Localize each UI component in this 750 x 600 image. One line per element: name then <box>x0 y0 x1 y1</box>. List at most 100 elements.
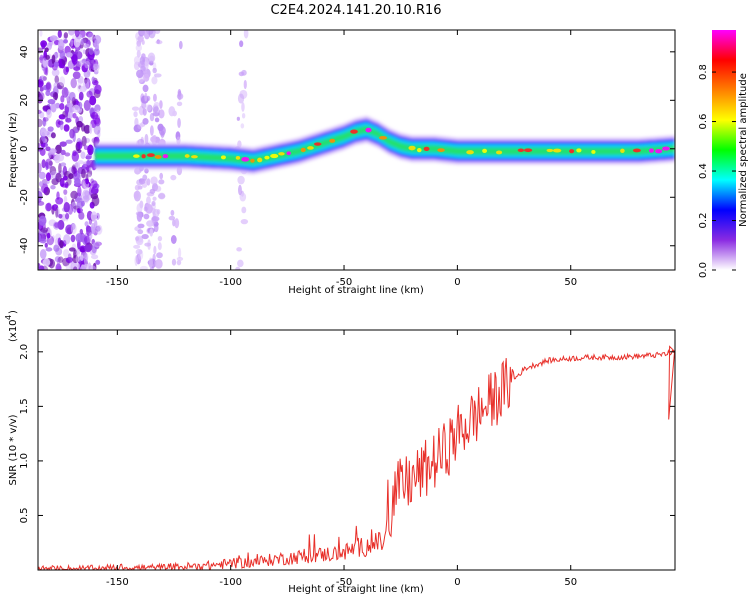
noise-blob <box>241 102 245 112</box>
noise-blob <box>63 202 70 213</box>
noise-blob <box>155 40 163 45</box>
hotspot <box>278 152 285 156</box>
noise-blob <box>142 108 147 116</box>
noise-blob <box>95 225 101 232</box>
hotspot <box>648 148 654 153</box>
noise-blob <box>63 124 70 132</box>
noise-blob <box>66 102 74 108</box>
noise-blob <box>77 160 84 165</box>
noise-blob <box>235 266 241 270</box>
noise-blob <box>68 262 74 270</box>
noise-blob <box>50 132 56 139</box>
noise-blob <box>41 182 49 194</box>
noise-blob <box>64 111 68 123</box>
hotspot <box>329 138 336 143</box>
noise-blob <box>138 30 145 37</box>
noise-blob <box>170 235 177 244</box>
noise-blob <box>236 116 240 121</box>
noise-blob <box>241 112 246 119</box>
hotspot <box>154 155 162 159</box>
noise-blob <box>73 36 81 48</box>
noise-blob <box>54 75 60 84</box>
noise-blob <box>154 185 162 192</box>
noise-blob <box>86 69 91 75</box>
noise-blob <box>89 186 93 196</box>
noise-blob <box>176 256 184 262</box>
noise-blob <box>83 99 91 111</box>
noise-blob <box>47 98 56 105</box>
hotspot <box>250 158 255 163</box>
hotspot <box>162 154 169 159</box>
noise-blob <box>178 40 183 50</box>
noise-blob <box>156 209 161 215</box>
noise-blob <box>46 232 51 239</box>
noise-blob <box>154 30 161 34</box>
noise-blob <box>148 30 156 39</box>
noise-blob <box>78 211 85 220</box>
noise-blob <box>50 185 56 190</box>
noise-blob <box>81 168 86 179</box>
noise-blob <box>176 136 181 145</box>
noise-blob <box>136 50 141 58</box>
noise-blob <box>159 100 163 109</box>
hotspot <box>408 145 416 151</box>
noise-blob <box>97 129 101 139</box>
spectrogram-y-tick-label: 20 <box>19 94 30 107</box>
noise-blob <box>38 171 46 180</box>
noise-blob <box>70 78 77 89</box>
noise-blob <box>38 47 43 54</box>
noise-blob <box>151 76 158 85</box>
noise-blob <box>38 118 43 128</box>
noise-blob <box>69 91 76 101</box>
hotspot <box>379 135 388 140</box>
noise-blob <box>88 167 93 172</box>
noise-blob <box>80 38 84 45</box>
noise-blob <box>65 52 73 58</box>
snr-panel: -150 -100 -50 0 50 0.5 1.0 1.5 2.0 Height of st… <box>4 310 676 595</box>
noise-blob <box>147 52 156 63</box>
noise-blob <box>157 123 164 132</box>
noise-blob <box>93 219 98 229</box>
noise-blob <box>153 245 157 255</box>
noise-blob <box>91 111 99 120</box>
noise-blob <box>133 111 138 118</box>
noise-blob <box>88 47 94 55</box>
noise-blob <box>59 240 64 249</box>
hotspot <box>350 129 358 134</box>
noise-blob <box>71 54 78 65</box>
noise-blob <box>38 109 42 115</box>
noise-blob <box>88 217 93 225</box>
noise-blob <box>63 249 70 258</box>
noise-blob <box>59 141 67 147</box>
noise-blob <box>80 200 85 207</box>
noise-blob <box>65 264 70 270</box>
noise-blob <box>84 221 89 227</box>
noise-blob <box>57 30 62 39</box>
noise-blob <box>87 169 93 178</box>
spectrogram-y-ticks: -40 -20 0 20 40 <box>19 45 675 254</box>
noise-blob <box>53 61 59 67</box>
noise-blob <box>133 244 141 249</box>
noise-blob <box>143 30 151 40</box>
noise-blob <box>50 102 57 113</box>
noise-blob <box>56 191 60 200</box>
noise-blob <box>170 209 175 216</box>
hotspot <box>264 155 270 160</box>
noise-blob <box>94 104 101 113</box>
noise-blob <box>83 124 91 134</box>
hotspot <box>482 148 488 153</box>
hotspot <box>466 150 474 155</box>
noise-blob <box>133 124 142 133</box>
noise-blob <box>150 136 157 143</box>
noise-blob <box>38 265 45 270</box>
noise-blob <box>55 247 63 256</box>
hotspot <box>133 154 140 158</box>
noise-blob <box>149 125 154 136</box>
hotspot <box>569 149 575 154</box>
hotspot <box>300 147 306 153</box>
noise-blob <box>80 38 87 45</box>
noise-blob <box>40 127 48 137</box>
noise-blob <box>68 30 75 36</box>
snr-scale-exponent: 4 <box>4 315 13 320</box>
noise-blob <box>39 92 45 101</box>
